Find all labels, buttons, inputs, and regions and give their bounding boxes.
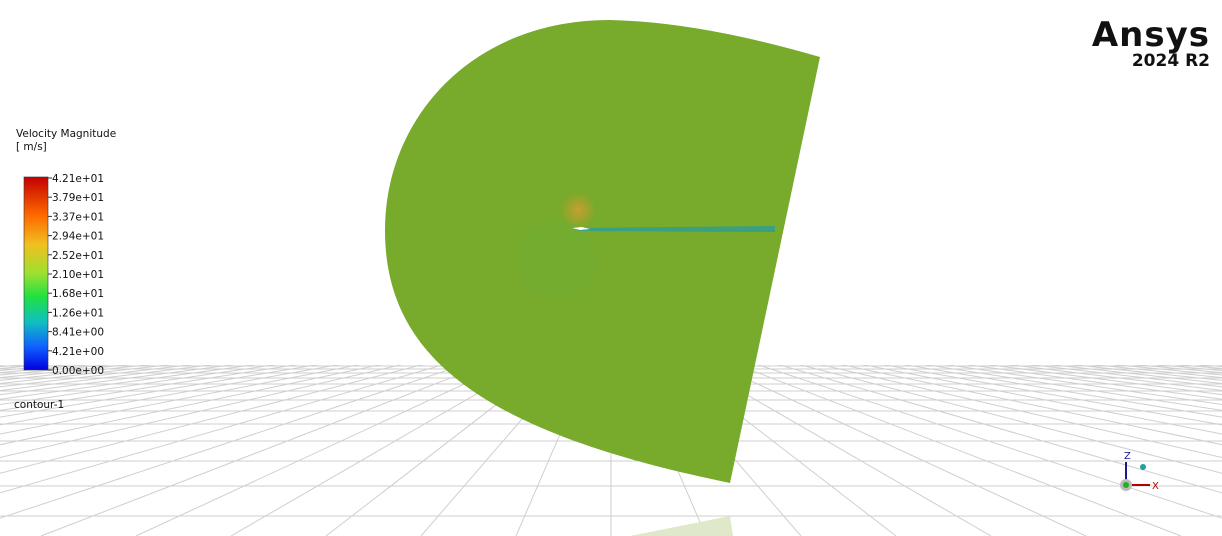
grid-line [1196, 365, 1222, 368]
grid-line [799, 365, 1222, 474]
grid-line [1133, 365, 1222, 374]
grid-line [1217, 365, 1222, 366]
grid-line [0, 330, 425, 536]
grid-line [0, 330, 395, 536]
airfoil [572, 227, 590, 230]
colorbar-tick-label: 8.41e+00 [52, 327, 104, 339]
grid-line [924, 365, 1222, 411]
colorbar-tick-label: 4.21e+00 [52, 346, 104, 358]
triad-x: X [1152, 481, 1159, 492]
colorbar-tick-label: 4.21e+01 [52, 173, 104, 185]
grid-line [0, 365, 47, 369]
grid-line [0, 365, 361, 435]
grid-line [1112, 365, 1222, 376]
axis-triad: Z X [1120, 451, 1159, 492]
colorbar [23, 176, 49, 371]
grid-line [230, 365, 528, 536]
grid-line [0, 365, 423, 474]
colorbar-tick-label: 3.79e+01 [52, 192, 104, 204]
grid-line [861, 365, 1222, 435]
grid-line [757, 365, 1222, 519]
colorbar-tick-label: 1.68e+01 [52, 288, 104, 300]
grid-line [0, 365, 444, 494]
grid-line [673, 365, 897, 536]
grid-line [1008, 365, 1222, 392]
grid-line [0, 365, 465, 519]
grid-line [420, 365, 570, 536]
logo-version: 2024 R2 [1132, 51, 1210, 71]
grid-line [987, 365, 1222, 396]
grid-line [0, 365, 110, 376]
grid-line [1091, 365, 1222, 379]
grid-line [694, 365, 992, 536]
colorbar-tick-label: 1.26e+01 [52, 307, 104, 319]
legend-unit: [ m/s] [16, 141, 47, 153]
grid-line [0, 365, 152, 381]
grid-line [821, 330, 1222, 536]
grid-line [0, 365, 173, 384]
logo-brand: Ansys [1092, 15, 1210, 55]
grid-line [0, 365, 382, 446]
grid-line [0, 365, 214, 392]
fluid-domain [385, 20, 820, 483]
grid-line [0, 330, 401, 536]
wake [572, 226, 775, 232]
grid-line [0, 365, 89, 374]
reflection [630, 516, 733, 536]
grid-line [1049, 365, 1222, 384]
grid-line [1029, 365, 1222, 388]
colorbar-tick-label: 2.94e+01 [52, 231, 104, 243]
grid-line [0, 330, 419, 536]
grid-line [0, 365, 26, 368]
legend-title: Velocity Magnitude [16, 128, 116, 140]
grid-line [827, 330, 1222, 536]
grid-line [1070, 365, 1222, 381]
grid-line [778, 365, 1222, 494]
colorbar-tick-label: 0.00e+00 [52, 365, 104, 377]
grid-line [1154, 365, 1222, 372]
grid-line [0, 330, 389, 536]
grid-line [715, 365, 1087, 536]
triad-z: Z [1124, 451, 1131, 462]
grid-line [1175, 365, 1222, 369]
grid-line [0, 365, 68, 372]
grid-line [0, 365, 256, 400]
grid-line [797, 330, 1222, 536]
grid-line [40, 365, 486, 536]
grid-line [135, 365, 507, 536]
grid-line [0, 365, 193, 388]
contour-name: contour-1 [14, 399, 64, 411]
grid-line [882, 365, 1222, 426]
grid-line [325, 365, 549, 536]
grid-line [966, 365, 1222, 400]
grid-line [819, 365, 1222, 459]
grid-line [840, 365, 1222, 446]
grid-line [0, 365, 235, 396]
grid-line [0, 365, 403, 459]
grid-line [833, 330, 1222, 536]
floor-grid [0, 330, 1222, 536]
grid-line [736, 365, 1182, 536]
grid-line [803, 330, 1222, 536]
refinement-zone [516, 220, 596, 300]
grid-line [0, 365, 5, 366]
stagnation-region [560, 192, 596, 228]
colorbar-tick-label: 2.52e+01 [52, 250, 104, 262]
colorbar-tick-label: 3.37e+01 [52, 211, 104, 223]
grid-line [0, 365, 131, 379]
colorbar-tick-label: 2.10e+01 [52, 269, 104, 281]
